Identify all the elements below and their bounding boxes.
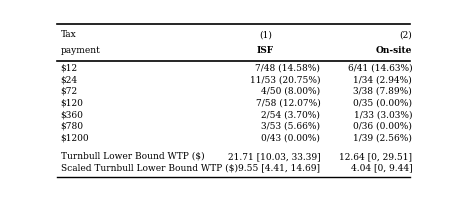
Text: 9.55 [4.41, 14.69]: 9.55 [4.41, 14.69] [238,164,319,173]
Text: (2): (2) [399,30,411,39]
Text: 7/48 (14.58%): 7/48 (14.58%) [255,64,319,73]
Text: 4/50 (8.00%): 4/50 (8.00%) [261,87,319,96]
Text: 0/36 (0.00%): 0/36 (0.00%) [353,122,411,131]
Text: 6/41 (14.63%): 6/41 (14.63%) [347,64,411,73]
Text: 3/38 (7.89%): 3/38 (7.89%) [353,87,411,96]
Text: Scaled Turnbull Lower Bound WTP ($): Scaled Turnbull Lower Bound WTP ($) [61,164,237,173]
Text: 1/39 (2.56%): 1/39 (2.56%) [353,134,411,143]
Text: 3/53 (5.66%): 3/53 (5.66%) [261,122,319,131]
Text: Turnbull Lower Bound WTP ($): Turnbull Lower Bound WTP ($) [61,152,204,161]
Text: $360: $360 [61,110,83,119]
Text: 0/35 (0.00%): 0/35 (0.00%) [352,99,411,108]
Text: $1200: $1200 [61,134,89,143]
Text: 7/58 (12.07%): 7/58 (12.07%) [255,99,319,108]
Text: 12.64 [0, 29.51]: 12.64 [0, 29.51] [339,152,411,161]
Text: payment: payment [61,46,100,55]
Text: On-site: On-site [375,46,411,55]
Text: ISF: ISF [256,46,273,55]
Text: $24: $24 [61,75,77,84]
Text: 2/54 (3.70%): 2/54 (3.70%) [261,110,319,119]
Text: $780: $780 [61,122,83,131]
Text: 4.04 [0, 9.44]: 4.04 [0, 9.44] [350,164,411,173]
Text: 11/53 (20.75%): 11/53 (20.75%) [249,75,319,84]
Text: $12: $12 [61,64,77,73]
Text: 1/33 (3.03%): 1/33 (3.03%) [353,110,411,119]
Text: Tax: Tax [61,30,76,39]
Text: 1/34 (2.94%): 1/34 (2.94%) [353,75,411,84]
Text: 0/43 (0.00%): 0/43 (0.00%) [261,134,319,143]
Text: (1): (1) [258,30,271,39]
Text: 21.71 [10.03, 33.39]: 21.71 [10.03, 33.39] [227,152,319,161]
Text: $72: $72 [61,87,77,96]
Text: $120: $120 [61,99,83,108]
